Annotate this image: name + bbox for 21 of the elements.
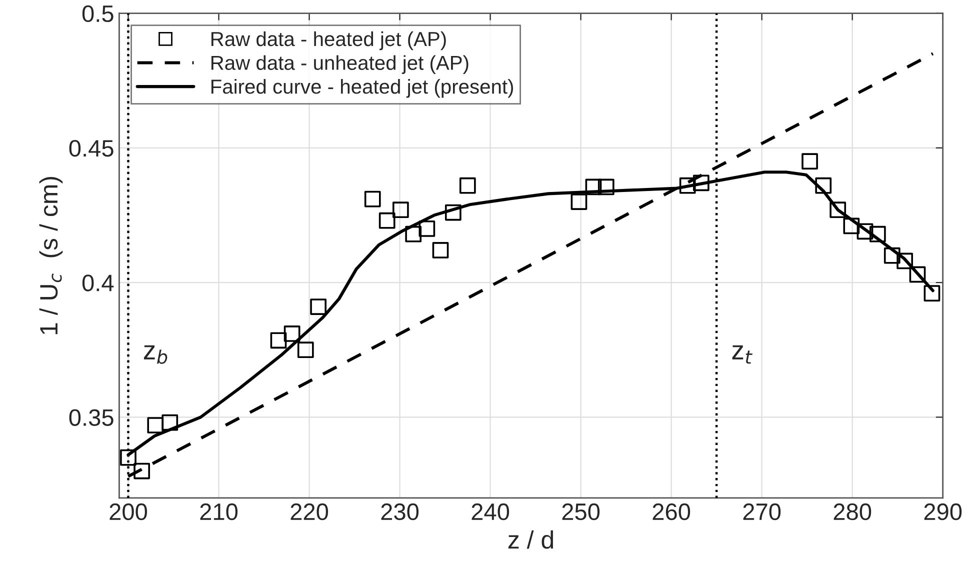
legend-label: Raw data - heated jet (AP) bbox=[211, 31, 446, 50]
x-tick-label: 260 bbox=[652, 503, 690, 520]
x-tick-label: 250 bbox=[562, 503, 600, 520]
x-tick-label: 280 bbox=[834, 503, 872, 520]
y-tick-label: 0.35 bbox=[69, 409, 114, 426]
ref-line-label: z$_{b}$ bbox=[144, 345, 168, 364]
x-tick-label: 200 bbox=[110, 503, 148, 520]
x-tick-label: 230 bbox=[381, 503, 419, 520]
x-tick-label: 210 bbox=[200, 503, 238, 520]
ref-line-label: z$_{t}$ bbox=[732, 345, 752, 364]
legend-label: Raw data - unheated jet (AP) bbox=[211, 55, 468, 74]
x-axis-title: z / d bbox=[508, 530, 554, 549]
x-tick-label: 220 bbox=[290, 503, 328, 520]
legend-label: Faired curve - heated jet (present) bbox=[211, 79, 514, 98]
y-axis-title: 1 / U$_{c}$ (s / cm) bbox=[39, 176, 63, 334]
x-tick-label: 240 bbox=[472, 503, 510, 520]
y-tick-label: 0.45 bbox=[69, 140, 114, 157]
y-tick-label: 0.4 bbox=[82, 274, 114, 292]
y-tick-label: 0.5 bbox=[82, 5, 114, 22]
x-tick-label: 290 bbox=[924, 503, 962, 520]
x-tick-label: 270 bbox=[743, 503, 781, 520]
